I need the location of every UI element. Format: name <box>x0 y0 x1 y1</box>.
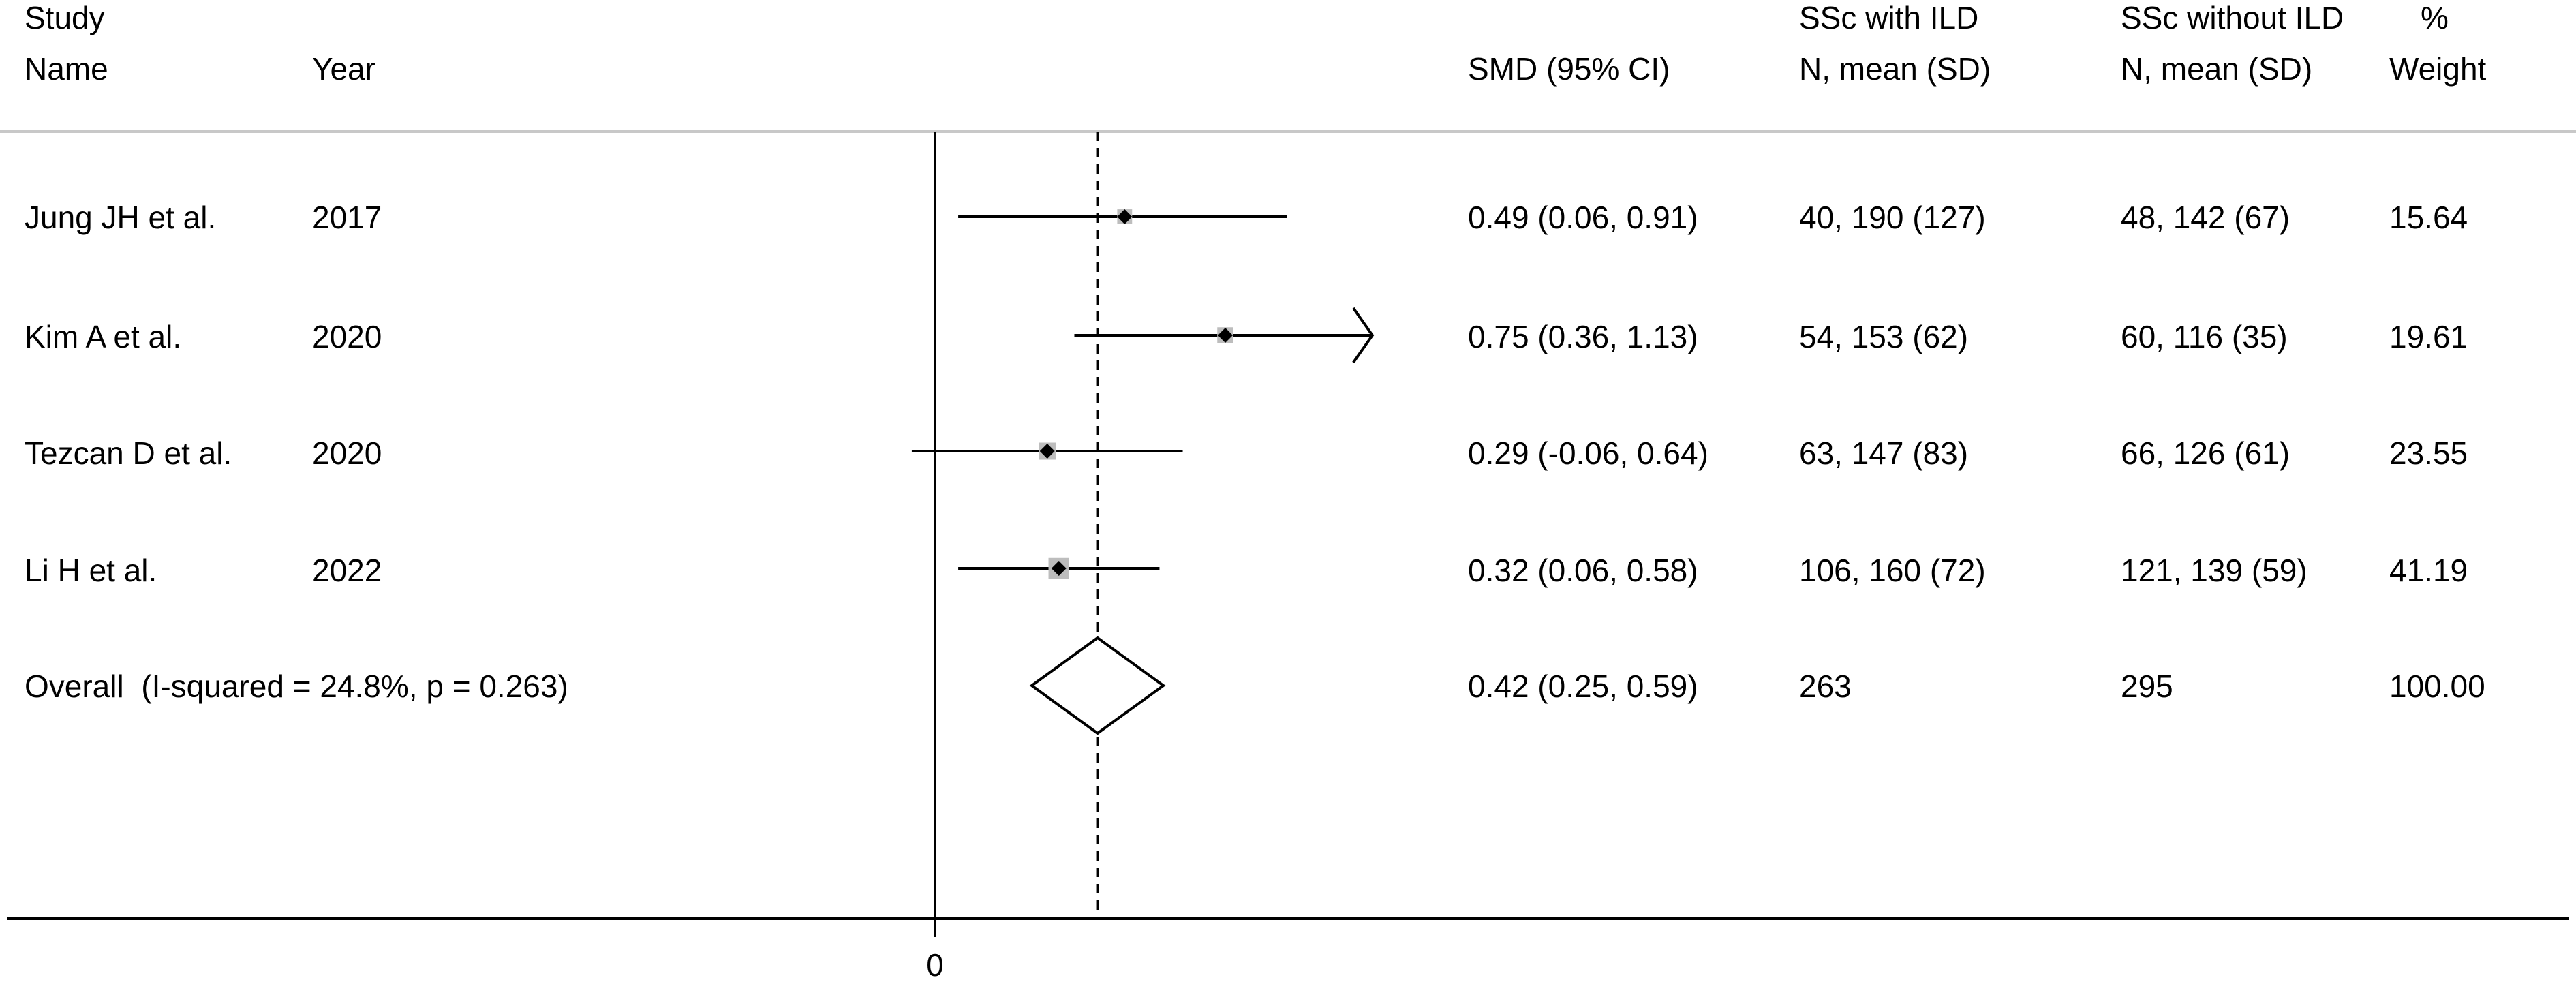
header-year: Year <box>312 51 375 87</box>
study-with-ild: 106, 160 (72) <box>1799 553 1986 588</box>
header-smd: SMD (95% CI) <box>1468 51 1670 87</box>
header-without-ild: SSc without ILD <box>2121 0 2344 35</box>
study-row: Kim A et al. 2020 0.75 (0.36, 1.13) 54, … <box>25 319 2468 354</box>
study-row: Jung JH et al. 2017 0.49 (0.06, 0.91) 40… <box>25 200 2468 235</box>
study-with-ild: 54, 153 (62) <box>1799 319 1968 354</box>
x-tick-label: 0 <box>926 947 944 982</box>
study-without-ild: 66, 126 (61) <box>2121 435 2290 471</box>
study-without-ild: 121, 139 (59) <box>2121 553 2307 588</box>
study-name: Tezcan D et al. <box>25 435 232 471</box>
overall-label: Overall (I-squared = 24.8%, p = 0.263) <box>25 669 568 704</box>
table-header: Study Name Year SMD (95% CI) SSc with IL… <box>25 0 2487 87</box>
study-row: Tezcan D et al. 2020 0.29 (-0.06, 0.64) … <box>25 435 2468 471</box>
study-year: 2022 <box>312 553 382 588</box>
study-without-ild: 60, 116 (35) <box>2121 319 2288 354</box>
header-with-ild: SSc with ILD <box>1799 0 1978 35</box>
study-name: Jung JH et al. <box>25 200 216 235</box>
overall-smd-ci: 0.42 (0.25, 0.59) <box>1468 669 1698 704</box>
study-with-ild: 63, 147 (83) <box>1799 435 1968 471</box>
overall-row: Overall (I-squared = 24.8%, p = 0.263) 0… <box>25 669 2485 704</box>
header-study: Study <box>25 0 105 35</box>
study-year: 2020 <box>312 319 382 354</box>
study-name: Li H et al. <box>25 553 157 588</box>
overall-without-ild: 295 <box>2121 669 2173 704</box>
point-estimate <box>1039 444 1055 459</box>
forest-marks <box>911 209 1375 735</box>
ci-arrow <box>1352 307 1375 364</box>
study-smd-ci: 0.32 (0.06, 0.58) <box>1468 553 1698 588</box>
header-weight: Weight <box>2389 51 2487 87</box>
study-smd-ci: 0.75 (0.36, 1.13) <box>1468 319 1698 354</box>
study-without-ild: 48, 142 (67) <box>2121 200 2290 235</box>
header-name: Name <box>25 51 108 87</box>
study-smd-ci: 0.49 (0.06, 0.91) <box>1468 200 1698 235</box>
study-smd-ci: 0.29 (-0.06, 0.64) <box>1468 435 1708 471</box>
point-estimate <box>1051 561 1067 576</box>
study-name: Kim A et al. <box>25 319 181 354</box>
study-weight: 19.61 <box>2389 319 2468 354</box>
study-year: 2020 <box>312 435 382 471</box>
point-estimate <box>1117 209 1133 224</box>
header-without-ild-n: N, mean (SD) <box>2121 51 2312 87</box>
study-weight: 23.55 <box>2389 435 2468 471</box>
header-with-ild-n: N, mean (SD) <box>1799 51 1991 87</box>
header-weight-percent: % <box>2421 0 2449 35</box>
study-with-ild: 40, 190 (127) <box>1799 200 1986 235</box>
study-year: 2017 <box>312 200 382 235</box>
overall-diamond <box>1029 636 1166 735</box>
point-estimate <box>1218 328 1233 343</box>
study-weight: 15.64 <box>2389 200 2468 235</box>
overall-weight: 100.00 <box>2389 669 2485 704</box>
overall-with-ild: 263 <box>1799 669 1852 704</box>
study-row: Li H et al. 2022 0.32 (0.06, 0.58) 106, … <box>25 553 2468 588</box>
study-weight: 41.19 <box>2389 553 2468 588</box>
